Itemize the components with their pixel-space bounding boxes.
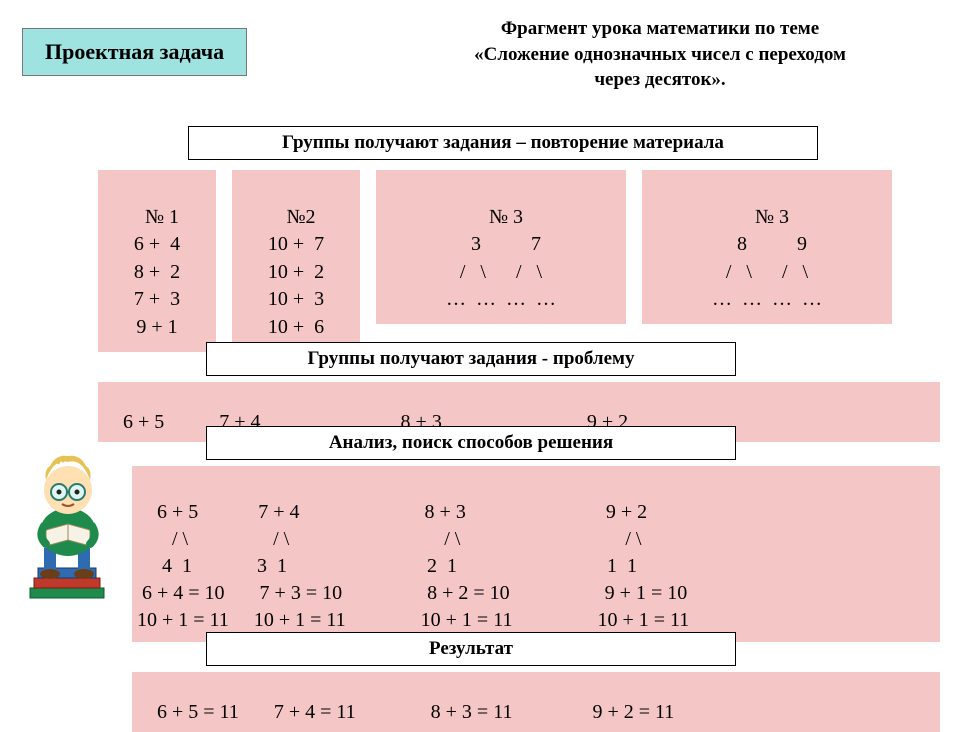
group-box-4: № 3 8 9 / \ / \ … … … … (642, 170, 892, 324)
analysis-bar: 6 + 5 7 + 4 8 + 3 9 + 2 / \ / \ / \ / \ … (132, 466, 940, 642)
group-box-1: № 1 6 + 4 8 + 2 7 + 3 9 + 1 (98, 170, 216, 352)
title-text: Проектная задача (45, 39, 224, 64)
section-header-2-text: Группы получают задания - проблему (308, 348, 635, 369)
group-3-content: № 3 3 7 / \ / \ … … … … (446, 206, 556, 311)
group-1-content: № 1 6 + 4 8 + 2 7 + 3 9 + 1 (134, 206, 180, 338)
section-header-4-text: Результат (429, 638, 513, 659)
analysis-bar-text: 6 + 5 7 + 4 8 + 3 9 + 2 / \ / \ / \ / \ … (132, 501, 689, 631)
group-box-3: № 3 3 7 / \ / \ … … … … (376, 170, 626, 324)
result-bar: 6 + 5 = 11 7 + 4 = 11 8 + 3 = 11 9 + 2 =… (132, 672, 940, 732)
section-header-1: Группы получают задания – повторение мат… (188, 126, 818, 160)
section-header-3: Анализ, поиск способов решения (206, 426, 736, 460)
group-4-content: № 3 8 9 / \ / \ … … … … (712, 206, 822, 311)
section-header-1-text: Группы получают задания – повторение мат… (282, 132, 724, 153)
title-box: Проектная задача (22, 28, 247, 76)
subtitle: Фрагмент урока математики по теме «Сложе… (380, 16, 940, 93)
section-header-2: Группы получают задания - проблему (206, 342, 736, 376)
group-box-2: №2 10 + 7 10 + 2 10 + 3 10 + 6 (232, 170, 360, 352)
section-header-4: Результат (206, 632, 736, 666)
mascot-illustration (8, 440, 128, 610)
section-header-3-text: Анализ, поиск способов решения (329, 432, 613, 453)
subtitle-text: Фрагмент урока математики по теме «Сложе… (474, 18, 846, 90)
group-2-content: №2 10 + 7 10 + 2 10 + 3 10 + 6 (268, 206, 324, 338)
